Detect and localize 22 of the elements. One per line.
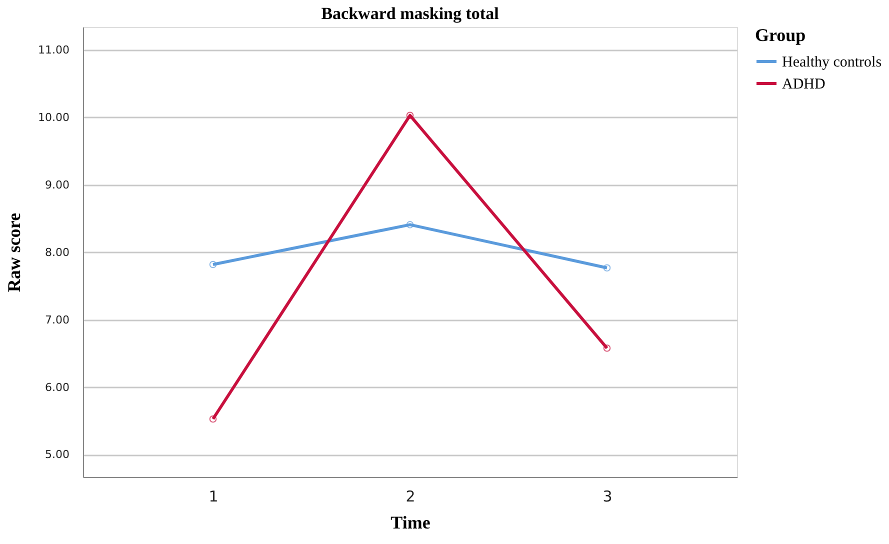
y-tick-label: 10.00 <box>38 110 70 124</box>
legend-label: Healthy controls <box>782 54 882 70</box>
y-tick-label: 6.00 <box>45 380 70 394</box>
chart-title: Backward masking total <box>321 4 500 23</box>
legend-title: Group <box>755 25 806 45</box>
x-tick-label: 3 <box>602 488 612 506</box>
y-tick-label: 5.00 <box>45 448 70 462</box>
point <box>603 344 611 352</box>
y-axis-title: Raw score <box>4 212 24 292</box>
y-tick-label: 9.00 <box>45 178 70 192</box>
x-tick-label: 1 <box>208 488 218 506</box>
point <box>209 415 217 423</box>
point <box>603 264 611 272</box>
y-tick-label: 11.00 <box>38 43 70 56</box>
x-tick-label: 2 <box>406 488 416 506</box>
point <box>406 112 414 120</box>
y-tick-label: 7.00 <box>45 313 70 326</box>
x-axis-title: Time <box>390 512 430 532</box>
point <box>406 221 414 228</box>
point <box>209 260 217 268</box>
legend-label: ADHD <box>782 76 826 92</box>
y-tick-label: 8.00 <box>45 246 70 259</box>
